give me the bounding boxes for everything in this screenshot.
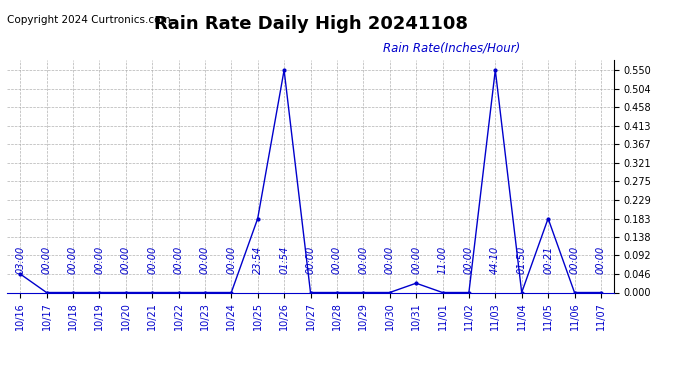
Text: 00:00: 00:00	[332, 246, 342, 274]
Text: Rain Rate(Inches/Hour): Rain Rate(Inches/Hour)	[384, 41, 521, 54]
Text: 00:00: 00:00	[358, 246, 368, 274]
Text: Rain Rate Daily High 20241108: Rain Rate Daily High 20241108	[153, 15, 468, 33]
Text: 00:00: 00:00	[173, 246, 184, 274]
Text: 00:00: 00:00	[41, 246, 52, 274]
Text: 00:00: 00:00	[68, 246, 78, 274]
Text: 44:10: 44:10	[491, 246, 500, 274]
Text: 00:00: 00:00	[95, 246, 104, 274]
Text: 00:21: 00:21	[543, 246, 553, 274]
Text: 00:00: 00:00	[121, 246, 130, 274]
Text: 03:00: 03:00	[15, 246, 25, 274]
Text: 00:00: 00:00	[464, 246, 474, 274]
Text: 01:54: 01:54	[279, 246, 289, 274]
Text: 11:00: 11:00	[437, 246, 448, 274]
Text: 00:00: 00:00	[569, 246, 580, 274]
Text: 00:00: 00:00	[200, 246, 210, 274]
Text: 00:00: 00:00	[596, 246, 606, 274]
Text: 00:00: 00:00	[385, 246, 395, 274]
Text: 00:00: 00:00	[411, 246, 421, 274]
Text: 01:50: 01:50	[517, 246, 526, 274]
Text: 00:00: 00:00	[147, 246, 157, 274]
Text: 00:00: 00:00	[226, 246, 236, 274]
Text: Copyright 2024 Curtronics.com: Copyright 2024 Curtronics.com	[7, 15, 170, 25]
Text: 00:00: 00:00	[306, 246, 315, 274]
Text: 23:54: 23:54	[253, 246, 263, 274]
